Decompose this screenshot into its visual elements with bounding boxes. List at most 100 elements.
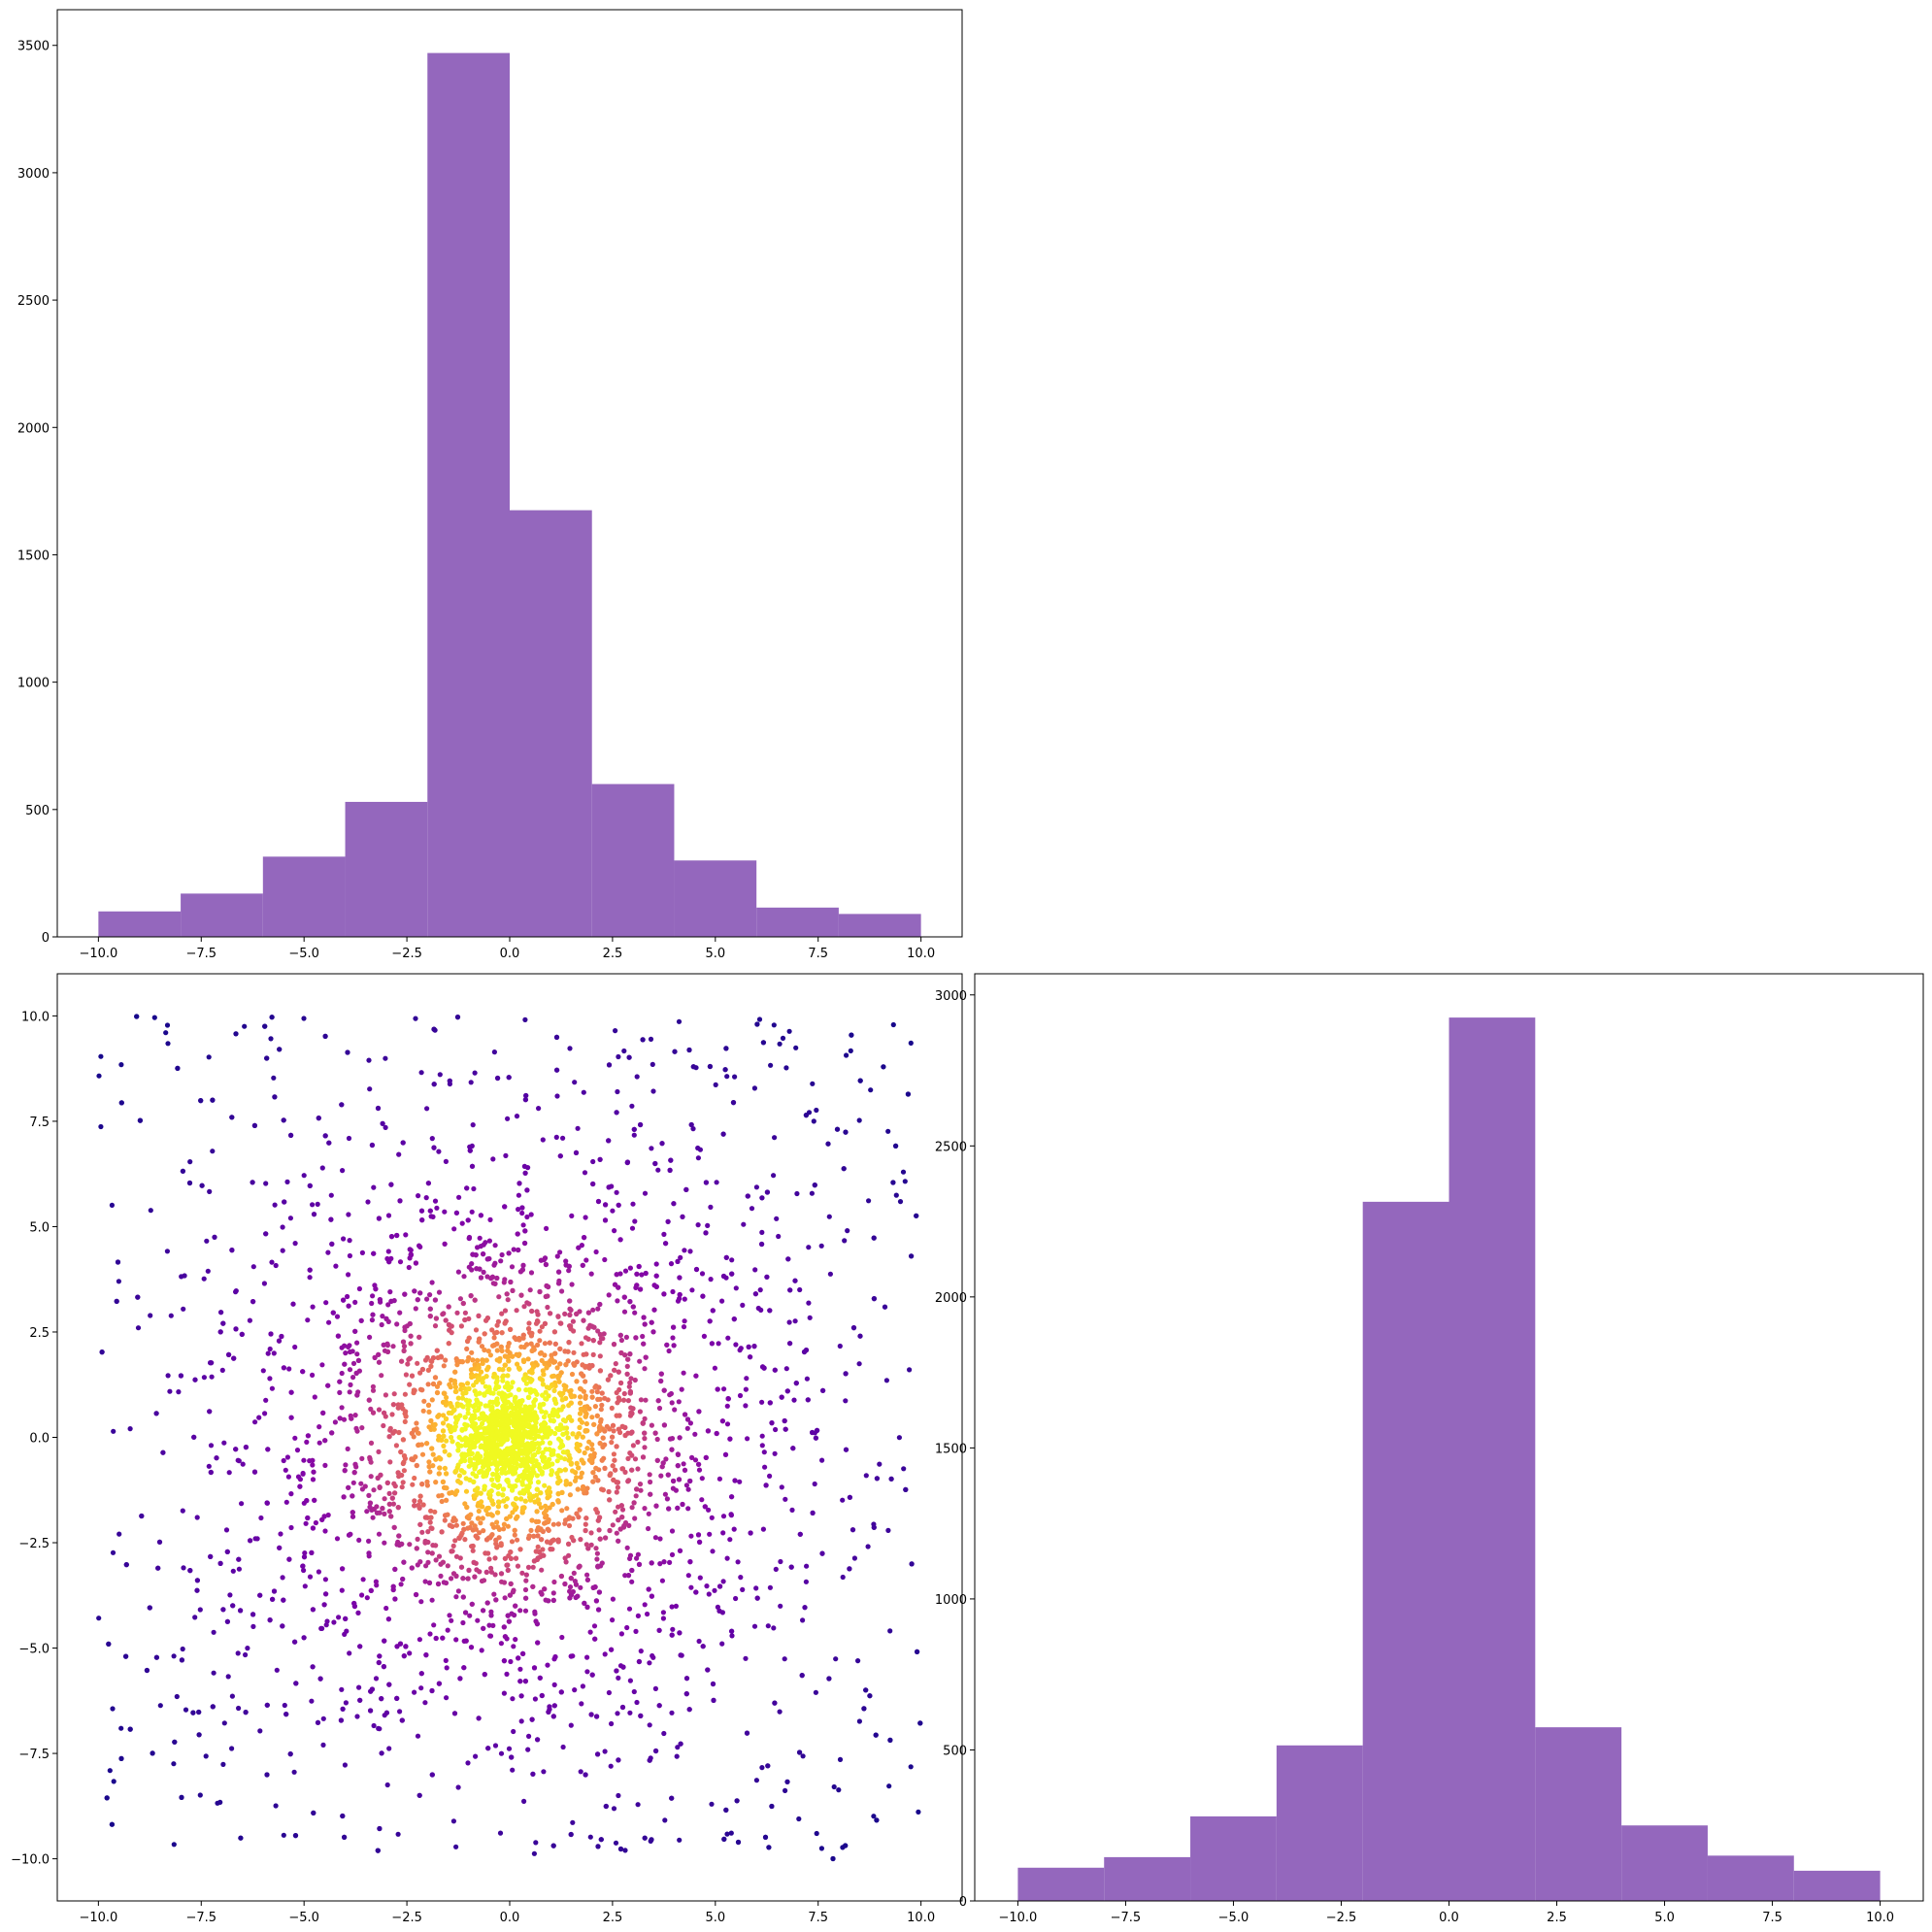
bottom-left-scatter-point xyxy=(283,1499,289,1505)
bottom-left-scatter-point xyxy=(753,1778,760,1783)
bottom-left-scatter-point xyxy=(629,1225,636,1231)
bottom-left-scatter-point xyxy=(550,1501,555,1508)
bottom-left-scatter-point xyxy=(368,1406,374,1412)
bottom-left-scatter-point xyxy=(443,1580,450,1586)
bottom-left-scatter-point xyxy=(675,1505,681,1511)
bottom-left-scatter-point xyxy=(175,1065,181,1071)
bottom-left-scatter-point xyxy=(425,1367,431,1373)
bottom-left-scatter-point xyxy=(535,1544,541,1549)
bottom-left-scatter-point xyxy=(395,1405,401,1411)
bottom-left-scatter-point xyxy=(887,1737,893,1743)
bottom-left-scatter-point xyxy=(529,1308,535,1315)
bottom-left-scatter-point xyxy=(221,1440,227,1446)
bottom-left-scatter-point xyxy=(498,1344,504,1349)
bottom-left-scatter-point xyxy=(513,1555,519,1561)
bottom-left-scatter-point xyxy=(703,1454,709,1460)
bottom-left-scatter-point xyxy=(516,1352,521,1358)
bottom-left-scatter-point xyxy=(488,1488,494,1494)
bottom-left-scatter-point xyxy=(376,1351,382,1357)
bottom-left-scatter-point xyxy=(699,1497,705,1503)
bottom-left-scatter-point xyxy=(695,1145,701,1151)
bottom-left-scatter-point xyxy=(502,1634,509,1640)
bottom-left-scatter-point xyxy=(460,1404,466,1410)
bottom-left-scatter-point xyxy=(477,1235,483,1241)
bottom-left-scatter-point xyxy=(310,1462,316,1468)
bottom-left-scatter-point xyxy=(590,1479,596,1484)
bottom-left-scatter-point xyxy=(389,1412,395,1417)
bottom-left-scatter-point xyxy=(429,1280,435,1285)
bottom-left-scatter-point xyxy=(535,1533,541,1539)
bottom-left-scatter-point xyxy=(642,1416,648,1421)
bottom-left-scatter-point xyxy=(569,1534,575,1541)
bottom-left-scatter-point xyxy=(250,1612,256,1617)
bottom-left-scatter-point xyxy=(905,1091,912,1097)
bottom-left-scatter-point xyxy=(688,1121,694,1128)
bottom-left-scatter-point xyxy=(705,1428,712,1434)
bottom-left-scatter-point xyxy=(677,1435,683,1441)
bottom-left-scatter-point xyxy=(844,1052,849,1058)
bottom-left-scatter-point xyxy=(610,1208,616,1214)
bottom-left-scatter-point xyxy=(650,1061,655,1067)
bottom-left-scatter-point xyxy=(548,1547,553,1552)
bottom-left-scatter-point xyxy=(375,1848,381,1853)
bottom-left-scatter-point xyxy=(545,1304,550,1311)
bottom-left-scatter-point xyxy=(235,1650,241,1656)
bottom-left-scatter-point xyxy=(347,1252,352,1259)
bottom-left-scatter-point xyxy=(436,1553,443,1559)
bottom-left-scatter-point xyxy=(902,1179,908,1184)
bottom-left-scatter-point xyxy=(369,1686,375,1692)
bottom-left-scatter-point xyxy=(458,1386,464,1392)
bottom-left-scatter-point xyxy=(208,1469,214,1476)
bottom-left-scatter-point xyxy=(370,1383,376,1389)
bottom-left-scatter-point xyxy=(260,1368,266,1374)
bottom-left-scatter-point xyxy=(492,1572,498,1578)
bottom-left-scatter-point xyxy=(707,1318,713,1324)
bottom-left-scatter-point xyxy=(431,1082,437,1087)
bottom-left-scatter-point xyxy=(518,1344,524,1349)
bottom-left-scatter-point xyxy=(743,1403,749,1409)
bottom-left-scatter-point xyxy=(866,1198,872,1204)
bottom-left-scatter-point xyxy=(661,1422,668,1428)
bottom-left-scatter-point xyxy=(588,1542,594,1548)
bottom-left-scatter-point xyxy=(236,1556,242,1562)
bottom-left-scatter-point xyxy=(291,1769,297,1775)
bottom-left-scatter-point xyxy=(377,1510,383,1516)
bottom-left-scatter-point xyxy=(123,1653,129,1659)
bottom-left-scatter-point xyxy=(316,1116,321,1121)
bottom-left-scatter-point xyxy=(599,1560,605,1566)
bottom-left-scatter-point xyxy=(511,1644,516,1649)
bottom-left-scatter-point xyxy=(650,1329,656,1335)
bottom-left-scatter-point xyxy=(790,1446,796,1451)
bottom-left-scatter-point xyxy=(685,1506,691,1512)
bottom-left-scatter-point xyxy=(480,1516,485,1521)
bottom-left-scatter-point xyxy=(583,1772,588,1778)
bottom-left-scatter-point xyxy=(523,1578,529,1583)
bottom-left-scatter-point xyxy=(903,1486,909,1492)
bottom-left-scatter-point xyxy=(558,1392,564,1398)
bottom-left-scatter-point xyxy=(341,1416,348,1422)
bottom-left-scatter-point xyxy=(478,1490,483,1496)
bottom-left-scatter-point xyxy=(180,1168,185,1174)
bottom-left-scatter-point xyxy=(606,1689,613,1696)
bottom-left-scatter-point xyxy=(356,1537,362,1543)
bottom-left-scatter-point xyxy=(574,1460,580,1466)
bottom-left-scatter-point xyxy=(893,1192,899,1198)
bottom-left-scatter-point xyxy=(288,1389,294,1395)
bottom-left-scatter-point xyxy=(610,1596,616,1602)
bottom-left-scatter-point xyxy=(769,1803,775,1810)
bottom-left-scatter-point xyxy=(762,1464,768,1470)
bottom-left-scatter-point xyxy=(412,1503,417,1509)
bottom-left-scatter-point xyxy=(205,1268,211,1274)
bottom-left-scatter-point xyxy=(380,1506,385,1512)
bottom-left-scatter-point xyxy=(423,1195,429,1201)
bottom-left-scatter-point xyxy=(731,1316,737,1322)
bottom-left-scatter-point xyxy=(616,1202,621,1208)
bottom-left-scatter-point xyxy=(500,1367,506,1373)
bottom-left-scatter-point xyxy=(351,1470,357,1476)
bottom-left-scatter-point xyxy=(250,1299,256,1305)
bottom-left-scatter-point xyxy=(666,1506,672,1512)
bottom-left-scatter-point xyxy=(810,1081,816,1086)
bottom-left-scatter-point xyxy=(358,1481,364,1486)
bottom-left-scatter-point xyxy=(675,1745,681,1750)
bottom-left-scatter-point xyxy=(537,1338,543,1344)
